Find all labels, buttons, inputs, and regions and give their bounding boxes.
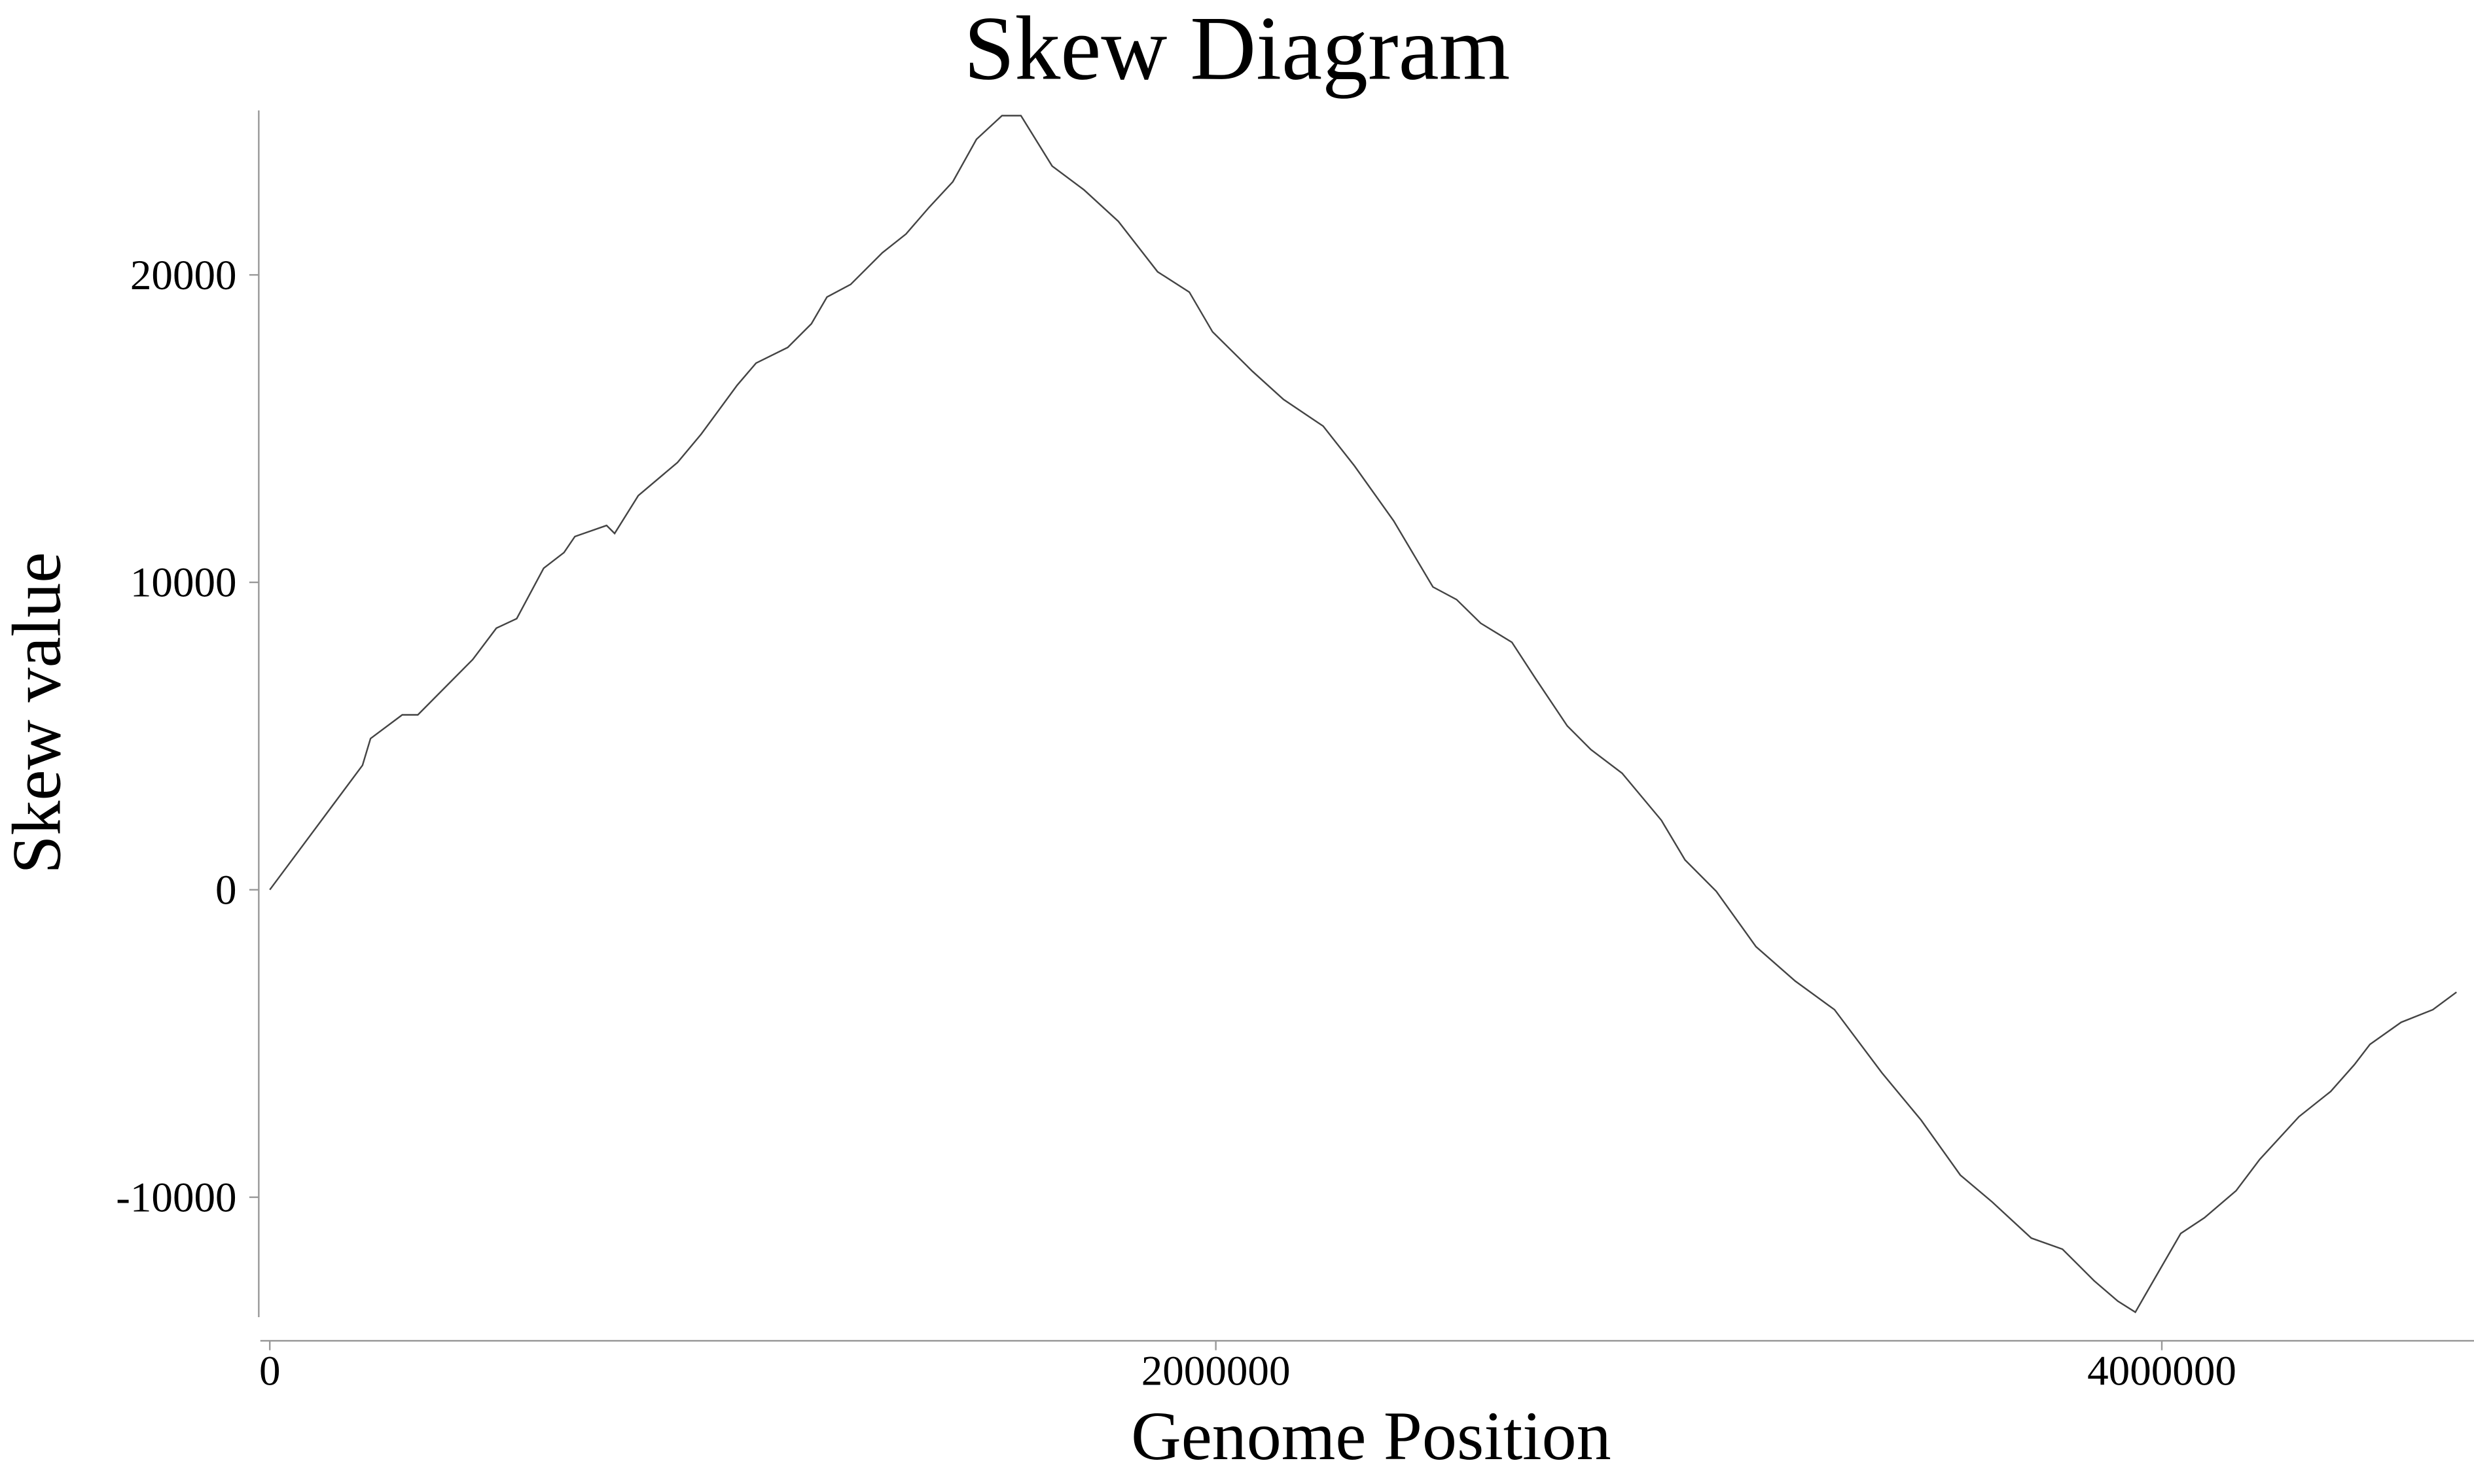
x-tick-label: 4000000: [2087, 1348, 2236, 1395]
y-tick-label: 20000: [130, 252, 237, 299]
y-tick-label: -10000: [116, 1174, 236, 1221]
skew-line: [269, 115, 2457, 1314]
y-tick-label: 10000: [130, 559, 237, 607]
x-tick-label: 0: [259, 1348, 281, 1395]
chart-title: Skew Diagram: [964, 0, 1511, 99]
y-tick-label: 0: [215, 867, 237, 914]
x-axis-label: Genome Position: [1131, 1397, 1611, 1474]
x-tick-label: 2000000: [1141, 1348, 1291, 1395]
y-axis-label: Skew value: [0, 552, 75, 874]
